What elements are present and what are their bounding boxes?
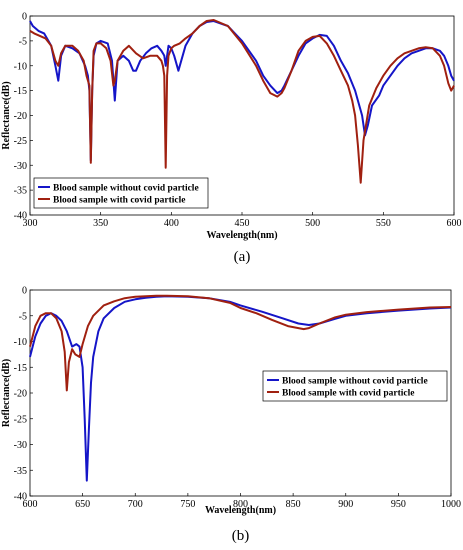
legend-label-without-covid-a: Blood sample without covid particle <box>53 184 199 194</box>
x-axis-label-a: Wavelength(nm) <box>206 230 277 241</box>
panel-label-b: (b) <box>232 528 250 544</box>
x-tick-label-a: 400 <box>164 218 179 229</box>
axes-a: 300 350 400 450 500 550 600 0 -5 -10 -15 -20 -25 -30 -… <box>14 12 462 230</box>
panel-label-a: (a) <box>234 249 251 265</box>
y-axis-label-b: Reflectance(dB) <box>1 359 12 427</box>
chart-panel-a: 300 350 400 450 500 550 600 0 -5 -10 -15 -20 -25 -30 -… <box>1 12 462 266</box>
series-line-blood-sample-with-covid-particle-a <box>29 19 455 184</box>
x-tick-label-a: 350 <box>93 218 108 229</box>
series-line-blood-sample-without-covid-particle-b <box>29 295 452 482</box>
y-tick-label-a: -25 <box>14 136 27 147</box>
y-tick-label-b: -20 <box>14 389 27 400</box>
x-tick-label-a: 300 <box>23 218 38 229</box>
x-tick-label-b: 650 <box>75 499 90 510</box>
x-axis-label-b: Wavelength(nm) <box>205 505 276 516</box>
x-tick-label-b: 600 <box>23 499 38 510</box>
y-tick-label-b: -5 <box>19 311 27 322</box>
y-tick-label-a: -35 <box>14 186 27 197</box>
x-tick-label-a: 600 <box>447 218 462 229</box>
y-tick-label-b: 0 <box>22 286 27 297</box>
y-tick-label-a: -40 <box>14 211 27 222</box>
legend-box-a <box>33 177 209 209</box>
axes-b: 600 650 700 750 800 850 900 950 1000 0 -5 -10 -15 -20… <box>14 286 461 511</box>
y-tick-label-b: -35 <box>14 466 27 477</box>
y-tick-label-b: -15 <box>14 363 27 374</box>
x-tick-label-b: 800 <box>233 499 248 510</box>
x-tick-label-b: 700 <box>128 499 143 510</box>
x-tick-label-b: 1000 <box>441 499 461 510</box>
legend-b: Blood sample without covid particle Bloo… <box>262 370 448 402</box>
y-tick-label-a: -20 <box>14 111 27 122</box>
x-tick-label-a: 500 <box>305 218 320 229</box>
x-tick-label-a: 450 <box>235 218 250 229</box>
y-tick-label-b: -40 <box>14 492 27 503</box>
x-tick-label-b: 750 <box>180 499 195 510</box>
legend-a: Blood sample without covid particle Bloo… <box>33 177 209 209</box>
legend-box-b <box>262 370 448 402</box>
y-tick-label-b: -10 <box>14 337 27 348</box>
y-tick-label-a: -30 <box>14 161 27 172</box>
legend-label-without-covid-b: Blood sample without covid particle <box>282 377 428 387</box>
x-tick-label-b: 900 <box>338 499 353 510</box>
x-tick-label-b: 950 <box>391 499 406 510</box>
series-group-a <box>29 19 455 184</box>
legend-label-with-covid-b: Blood sample with covid particle <box>282 389 414 399</box>
series-group-b <box>29 294 452 482</box>
y-tick-label-a: -15 <box>14 86 27 97</box>
y-tick-label-a: -10 <box>14 61 27 72</box>
y-axis-label-a: Reflectance(dB) <box>1 81 12 149</box>
y-tick-label-b: -25 <box>14 414 27 425</box>
y-tick-label-a: -5 <box>19 36 27 47</box>
x-tick-label-b: 850 <box>286 499 301 510</box>
legend-label-with-covid-a: Blood sample with covid particle <box>53 196 185 206</box>
chart-panel-b: 600 650 700 750 800 850 900 950 1000 0 -5 -10 -15 -20… <box>1 286 461 545</box>
series-line-blood-sample-with-covid-particle-b <box>29 294 452 392</box>
y-tick-label-a: 0 <box>22 12 27 23</box>
y-tick-label-b: -30 <box>14 440 27 451</box>
x-tick-label-a: 550 <box>376 218 391 229</box>
